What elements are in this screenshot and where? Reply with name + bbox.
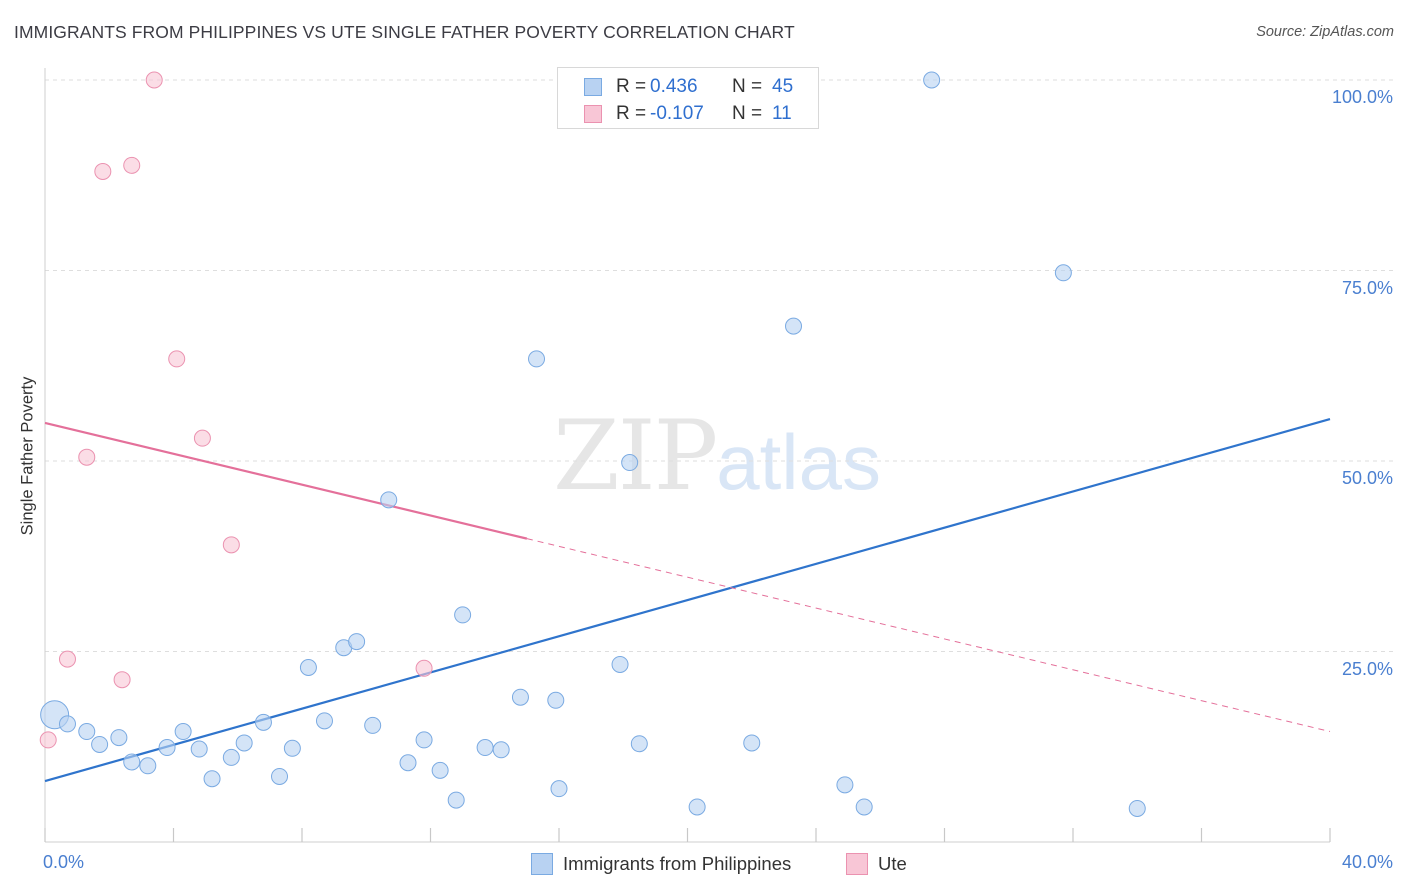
series-swatch-philippines — [531, 853, 553, 875]
data-point-philippines — [547, 691, 565, 709]
legend-n-value: 11 — [772, 103, 792, 124]
data-point-ute — [58, 650, 76, 668]
data-point-philippines — [836, 776, 854, 794]
data-point-philippines — [447, 791, 465, 809]
data-point-philippines — [476, 739, 494, 757]
data-point-philippines — [139, 757, 157, 775]
data-point-philippines — [550, 780, 568, 798]
y-tick-label: 75.0% — [1341, 277, 1393, 298]
data-point-philippines — [492, 741, 510, 759]
data-point-philippines — [174, 723, 192, 741]
data-point-ute — [123, 156, 141, 174]
data-point-philippines — [431, 761, 449, 779]
watermark: ZIPatlas — [553, 400, 881, 512]
data-point-philippines — [203, 770, 221, 788]
data-point-philippines — [630, 735, 648, 753]
legend-r-value: 0.436 — [650, 76, 698, 97]
data-point-philippines — [190, 740, 208, 758]
data-point-philippines — [454, 606, 472, 624]
data-point-philippines — [399, 754, 417, 772]
data-point-philippines — [415, 731, 433, 749]
chart-title: IMMIGRANTS FROM PHILIPPINES VS UTE SINGL… — [14, 22, 795, 42]
series-label-ute: Ute — [878, 853, 907, 874]
data-point-ute — [415, 659, 433, 677]
watermark-zip: ZIP — [553, 400, 718, 512]
data-point-philippines — [528, 350, 546, 368]
data-point-ute — [168, 350, 186, 368]
data-point-philippines — [1128, 799, 1146, 817]
series-label-philippines: Immigrants from Philippines — [563, 853, 792, 874]
y-axis-label: Single Father Poverty — [18, 376, 37, 536]
data-point-philippines — [364, 716, 382, 734]
y-tick-label: 25.0% — [1341, 658, 1393, 679]
data-point-philippines — [58, 715, 76, 733]
x-tick-label: 40.0% — [1341, 852, 1393, 872]
data-point-philippines — [621, 454, 639, 472]
data-point-philippines — [158, 739, 176, 757]
watermark-atlas: atlas — [716, 418, 881, 506]
series-swatch-ute — [846, 853, 868, 875]
data-point-philippines — [511, 688, 529, 706]
y-tick-label: 100.0% — [1331, 87, 1393, 107]
data-point-philippines — [315, 712, 333, 730]
data-point-philippines — [235, 734, 253, 752]
data-point-philippines — [91, 735, 109, 753]
trend-line-0 — [44, 418, 1331, 783]
data-point-philippines — [785, 317, 803, 335]
data-point-philippines — [855, 798, 873, 816]
legend-n-label: N = — [732, 103, 763, 124]
data-point-ute — [145, 71, 163, 89]
data-point-philippines — [688, 798, 706, 816]
trend-line-solid-1 — [44, 421, 528, 540]
trend-line-dashed-1 — [526, 538, 1331, 732]
data-points — [39, 67, 1146, 817]
data-point-philippines — [110, 729, 128, 747]
legend-swatch-philippines — [584, 78, 602, 96]
data-point-ute — [193, 429, 211, 447]
data-point-ute — [39, 731, 57, 749]
data-point-philippines — [78, 723, 96, 741]
data-point-philippines — [222, 748, 240, 766]
legend-n-label: N = — [732, 76, 763, 97]
data-point-ute — [94, 162, 112, 180]
trend-lines — [44, 418, 1331, 783]
data-point-ute — [113, 671, 131, 689]
legend-r-value: -0.107 — [650, 103, 704, 124]
legend-n-value: 45 — [772, 76, 794, 97]
data-point-philippines — [123, 753, 141, 771]
data-point-ute — [222, 536, 240, 554]
data-point-philippines — [1054, 264, 1072, 282]
legend-r-label: R = — [616, 76, 647, 97]
grid-lines — [45, 79, 1393, 652]
legend-r-label: R = — [616, 103, 647, 124]
data-point-ute — [78, 448, 96, 466]
y-tick-label: 50.0% — [1341, 468, 1393, 488]
data-point-philippines — [611, 655, 629, 673]
x-tick-label: 0.0% — [43, 852, 85, 872]
data-point-philippines — [254, 713, 272, 731]
legend-swatch-ute — [584, 105, 602, 123]
data-point-philippines — [380, 491, 398, 509]
data-point-philippines — [271, 767, 289, 785]
correlation-legend: R = 0.436 N = 45 R = -0.107 N = 11 — [557, 67, 819, 129]
data-point-philippines — [348, 633, 366, 651]
data-point-philippines — [923, 71, 941, 89]
source-label: Source: ZipAtlas.com — [1256, 24, 1394, 40]
data-point-philippines — [283, 739, 301, 757]
data-point-philippines — [743, 734, 761, 752]
data-point-philippines — [299, 659, 317, 677]
